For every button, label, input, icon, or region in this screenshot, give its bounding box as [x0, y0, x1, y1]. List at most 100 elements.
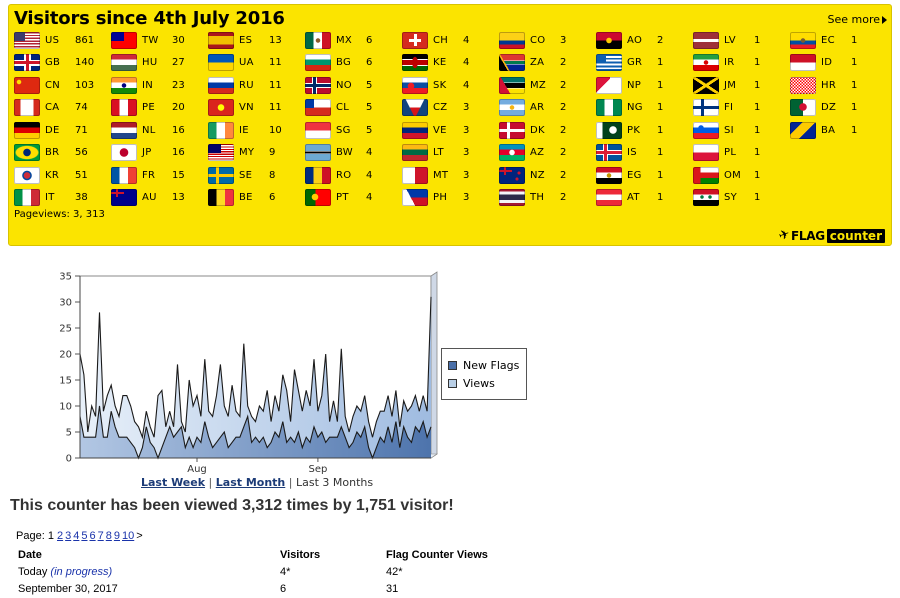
- views-area: [80, 296, 431, 458]
- country-row[interactable]: MY 9: [208, 142, 304, 165]
- page-link[interactable]: 4: [73, 530, 80, 542]
- country-row[interactable]: LV 1: [693, 29, 789, 52]
- country-row[interactable]: SK 4: [402, 74, 498, 97]
- header-views: Flag Counter Views: [386, 548, 488, 561]
- country-code: AO: [627, 34, 643, 46]
- country-row[interactable]: TW 30: [111, 29, 207, 52]
- country-row[interactable]: MT 3: [402, 164, 498, 187]
- ch-flag: [402, 31, 428, 49]
- country-row[interactable]: GB 140: [14, 52, 110, 75]
- country-code: IR: [724, 57, 735, 69]
- country-row[interactable]: LT 3: [402, 142, 498, 165]
- country-row[interactable]: DZ 1: [790, 97, 886, 120]
- cn-flag: [14, 76, 40, 94]
- country-count: 2: [560, 169, 567, 181]
- country-row[interactable]: AO 2: [596, 29, 692, 52]
- country-row[interactable]: CA 74: [14, 97, 110, 120]
- country-row[interactable]: PL 1: [693, 142, 789, 165]
- page-link[interactable]: 3: [65, 530, 72, 542]
- country-code: BG: [336, 57, 352, 69]
- country-row[interactable]: AZ 2: [499, 142, 595, 165]
- country-row[interactable]: PK 1: [596, 119, 692, 142]
- country-count: 4: [366, 147, 373, 159]
- country-row[interactable]: VE 3: [402, 119, 498, 142]
- country-row[interactable]: CZ 3: [402, 97, 498, 120]
- country-row[interactable]: OM 1: [693, 164, 789, 187]
- country-row[interactable]: SI 1: [693, 119, 789, 142]
- country-row[interactable]: BE 6: [208, 187, 304, 210]
- country-row[interactable]: IT 38: [14, 187, 110, 210]
- country-row[interactable]: FR 15: [111, 164, 207, 187]
- country-row[interactable]: NZ 2: [499, 164, 595, 187]
- country-row[interactable]: BA 1: [790, 119, 886, 142]
- country-row[interactable]: NL 16: [111, 119, 207, 142]
- page-link[interactable]: 5: [81, 530, 88, 542]
- lv-flag: [693, 31, 719, 49]
- country-row[interactable]: ZA 2: [499, 52, 595, 75]
- flag-counter-logo[interactable]: ✈ FLAG counter: [777, 227, 885, 244]
- pageviews-value: 3, 313: [73, 209, 105, 220]
- country-row[interactable]: EG 1: [596, 164, 692, 187]
- country-row[interactable]: DE 71: [14, 119, 110, 142]
- country-row[interactable]: RO 4: [305, 164, 401, 187]
- country-row[interactable]: SY 1: [693, 187, 789, 210]
- page-link[interactable]: 2: [57, 530, 64, 542]
- country-row[interactable]: MZ 2: [499, 74, 595, 97]
- country-row[interactable]: HR 1: [790, 74, 886, 97]
- page-link[interactable]: 10: [122, 530, 135, 542]
- country-row[interactable]: US 861: [14, 29, 110, 52]
- country-row[interactable]: GR 1: [596, 52, 692, 75]
- page-link[interactable]: 9: [113, 530, 120, 542]
- country-count: 2: [560, 147, 567, 159]
- country-row[interactable]: VN 11: [208, 97, 304, 120]
- country-row[interactable]: IE 10: [208, 119, 304, 142]
- country-row[interactable]: EC 1: [790, 29, 886, 52]
- last-week-link[interactable]: Last Week: [141, 476, 206, 489]
- country-row[interactable]: JM 1: [693, 74, 789, 97]
- page-link[interactable]: 8: [105, 530, 112, 542]
- country-row[interactable]: AU 13: [111, 187, 207, 210]
- country-row[interactable]: CN 103: [14, 74, 110, 97]
- separator: |: [288, 476, 293, 489]
- country-row[interactable]: JP 16: [111, 142, 207, 165]
- country-count: 3: [463, 102, 470, 114]
- page-link[interactable]: 7: [97, 530, 104, 542]
- country-row[interactable]: CL 5: [305, 97, 401, 120]
- last-month-link[interactable]: Last Month: [215, 476, 286, 489]
- country-row[interactable]: IR 1: [693, 52, 789, 75]
- country-row[interactable]: NG 1: [596, 97, 692, 120]
- country-row[interactable]: BR 56: [14, 142, 110, 165]
- country-row[interactable]: KR 51: [14, 164, 110, 187]
- my-flag: [208, 144, 234, 162]
- country-row[interactable]: BW 4: [305, 142, 401, 165]
- country-row[interactable]: PE 20: [111, 97, 207, 120]
- country-row[interactable]: HU 27: [111, 52, 207, 75]
- next-page-link[interactable]: >: [136, 530, 143, 542]
- country-row[interactable]: BG 6: [305, 52, 401, 75]
- country-row[interactable]: KE 4: [402, 52, 498, 75]
- country-row[interactable]: MX 6: [305, 29, 401, 52]
- country-code: SG: [336, 124, 351, 136]
- country-row[interactable]: PT 4: [305, 187, 401, 210]
- country-row[interactable]: FI 1: [693, 97, 789, 120]
- country-row[interactable]: DK 2: [499, 119, 595, 142]
- country-row[interactable]: TH 2: [499, 187, 595, 210]
- country-row[interactable]: AT 1: [596, 187, 692, 210]
- country-row[interactable]: CH 4: [402, 29, 498, 52]
- country-row[interactable]: ES 13: [208, 29, 304, 52]
- country-row[interactable]: IN 23: [111, 74, 207, 97]
- country-row[interactable]: NP 1: [596, 74, 692, 97]
- country-row[interactable]: UA 11: [208, 52, 304, 75]
- country-row[interactable]: RU 11: [208, 74, 304, 97]
- country-row[interactable]: SG 5: [305, 119, 401, 142]
- country-row[interactable]: CO 3: [499, 29, 595, 52]
- country-row[interactable]: IS 1: [596, 142, 692, 165]
- country-row[interactable]: NO 5: [305, 74, 401, 97]
- page-link[interactable]: 6: [89, 530, 96, 542]
- country-row[interactable]: ID 1: [790, 52, 886, 75]
- country-code: OM: [724, 169, 742, 181]
- see-more-link[interactable]: See more: [827, 13, 887, 26]
- country-row[interactable]: AR 2: [499, 97, 595, 120]
- country-row[interactable]: PH 3: [402, 187, 498, 210]
- country-row[interactable]: SE 8: [208, 164, 304, 187]
